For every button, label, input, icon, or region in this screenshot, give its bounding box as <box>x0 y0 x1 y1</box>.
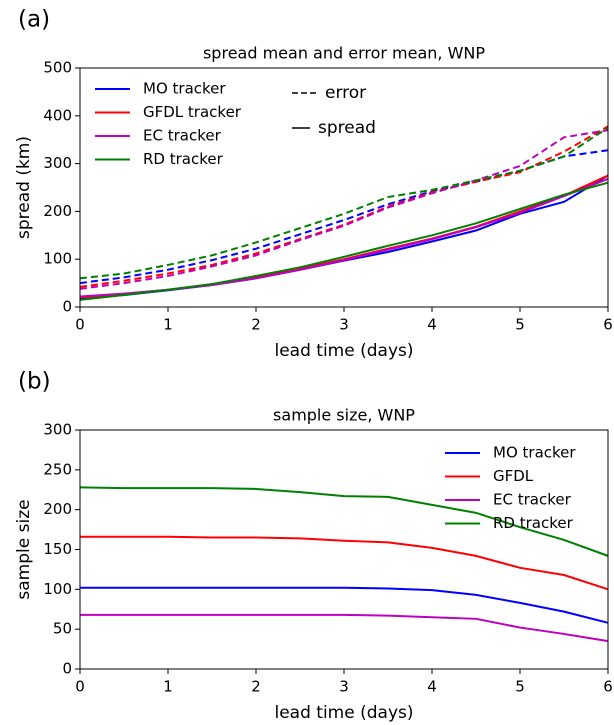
x-tick-label: 0 <box>75 316 85 334</box>
line <box>79 174 609 299</box>
x-tick-label: 1 <box>163 678 173 696</box>
x-tick-label: 2 <box>251 678 261 696</box>
plot-frame <box>79 429 609 670</box>
y-tick-label: 0 <box>62 660 72 678</box>
legend-label: GFDL tracker <box>143 103 242 121</box>
y-tick-label: 500 <box>43 59 72 77</box>
x-tick-label: 6 <box>603 678 613 696</box>
line <box>79 174 609 300</box>
legend-label: GFDL <box>493 467 534 485</box>
legend-label: EC tracker <box>493 491 572 509</box>
legend-label: MO tracker <box>493 444 576 462</box>
y-tick-label: 150 <box>43 540 72 558</box>
x-tick-label: 6 <box>603 316 613 334</box>
y-tick-label: 100 <box>43 580 72 598</box>
legend-label: EC tracker <box>143 127 222 145</box>
x-axis-label: lead time (days) <box>275 703 414 723</box>
x-tick-label: 5 <box>515 678 525 696</box>
y-axis-label: sample size <box>14 499 34 599</box>
annotation: error <box>325 83 366 103</box>
x-tick-label: 5 <box>515 316 525 334</box>
line <box>79 181 609 301</box>
x-tick-label: 0 <box>75 678 85 696</box>
line <box>79 486 609 557</box>
chart-title: spread mean and error mean, WNP <box>203 44 485 63</box>
error-line <box>79 149 609 285</box>
x-tick-label: 1 <box>163 316 173 334</box>
line <box>80 586 609 624</box>
panel-label: (a) <box>18 7 50 33</box>
error-line <box>79 125 609 288</box>
y-tick-label: 100 <box>43 250 72 268</box>
x-tick-label: 4 <box>427 316 437 334</box>
y-tick-label: 250 <box>43 460 72 478</box>
x-tick-label: 3 <box>339 316 349 334</box>
line <box>80 613 609 643</box>
x-axis-label: lead time (days) <box>275 341 414 361</box>
legend-label: RD tracker <box>493 514 574 532</box>
plot-frame <box>79 67 609 308</box>
y-tick-label: 300 <box>43 154 72 172</box>
y-tick-label: 200 <box>43 500 72 518</box>
error-line <box>79 126 609 280</box>
y-tick-label: 50 <box>53 620 72 638</box>
y-tick-label: 200 <box>43 202 72 220</box>
annotation: spread <box>318 118 376 138</box>
legend-label: MO tracker <box>143 80 226 98</box>
line <box>79 177 609 298</box>
x-tick-label: 3 <box>339 678 349 696</box>
y-axis-label: spread (km) <box>14 136 34 239</box>
x-tick-label: 2 <box>251 316 261 334</box>
line <box>80 535 609 591</box>
panel-label: (b) <box>18 369 51 395</box>
legend-label: RD tracker <box>143 150 224 168</box>
error-line <box>79 129 609 290</box>
x-tick-label: 4 <box>427 678 437 696</box>
y-tick-label: 300 <box>43 421 72 439</box>
y-tick-label: 400 <box>43 106 72 124</box>
chart-title: sample size, WNP <box>273 406 415 425</box>
y-tick-label: 0 <box>62 298 72 316</box>
